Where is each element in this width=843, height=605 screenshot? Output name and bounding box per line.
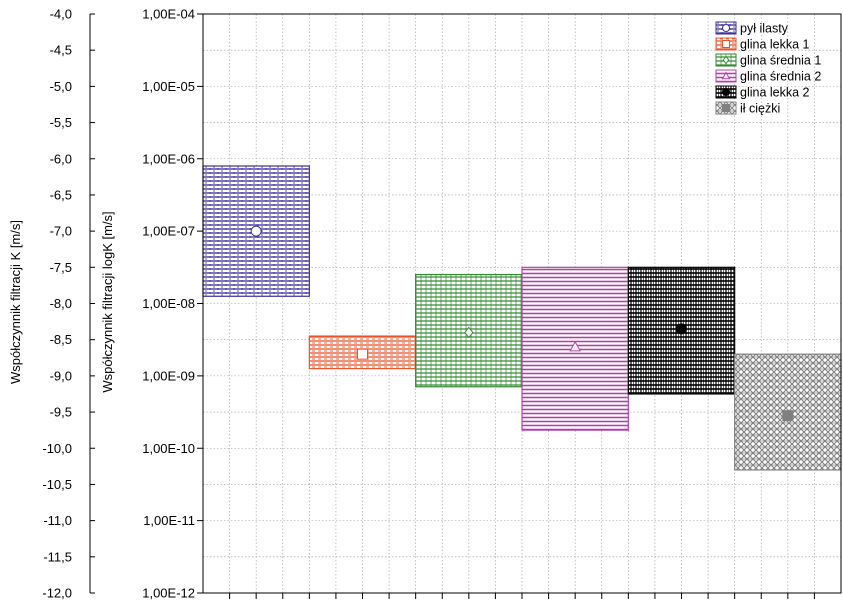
right-axis: 1,00E-04 1,00E-05 1,00E-06 1,00E-07 1,00E-08… (142, 7, 203, 601)
left-tick-label: -5,5 (50, 115, 72, 130)
left-tick-label: -9,5 (50, 405, 72, 420)
legend-label: ił ciężki (740, 102, 780, 116)
right-tick-label: 1,00E-05 (142, 79, 195, 94)
range-bars (202, 165, 842, 471)
legend: pył ilasty glina lekka 1 glina średnia 1 gl… (715, 21, 821, 116)
left-tick-label: -7,5 (50, 260, 72, 275)
right-tick-label: 1,00E-08 (142, 296, 195, 311)
legend-item-3: glina średnia 1 (715, 53, 821, 68)
legend-marker (721, 71, 731, 80)
left-tick-label: -12,0 (42, 586, 72, 601)
left-tick-label: -10,0 (42, 441, 72, 456)
left-tick-label: -6,5 (50, 187, 72, 202)
legend-label: glina średnia 2 (740, 70, 821, 84)
legend-marker (722, 55, 730, 65)
y-right-axis-title: Współczynnik filtracji logK [m/s] (100, 211, 115, 392)
legend-item-5: glina lekka 2 (715, 85, 810, 100)
x-axis-ticks (229, 593, 815, 599)
right-tick-label: 1,00E-06 (142, 151, 195, 166)
legend-marker (722, 24, 730, 32)
median-marker-6 (782, 410, 794, 422)
legend-marker (722, 88, 730, 96)
right-tick-label: 1,00E-07 (142, 224, 195, 239)
legend-marker (722, 104, 730, 112)
legend-label: glina średnia 1 (740, 54, 821, 68)
right-tick-label: 1,00E-10 (142, 441, 195, 456)
legend-label: glina lekka 2 (740, 86, 810, 100)
median-marker-4 (569, 340, 582, 352)
legend-item-2: glina lekka 1 (715, 37, 810, 52)
median-markers (250, 225, 794, 422)
legend-item-1: pył ilasty (715, 21, 789, 36)
right-tick-label: 1,00E-04 (142, 7, 195, 22)
left-tick-label: -4,5 (50, 43, 72, 58)
median-marker-5 (676, 323, 687, 335)
left-tick-label: -9,0 (50, 368, 72, 383)
legend-label: glina lekka 1 (740, 38, 810, 52)
legend-marker (722, 40, 730, 48)
left-tick-label: -11,5 (43, 549, 72, 564)
left-tick-label: -8,5 (50, 332, 72, 347)
left-tick-label: -10,5 (42, 477, 72, 492)
legend-item-4: glina średnia 2 (715, 69, 821, 84)
right-tick-label: 1,00E-11 (143, 513, 195, 528)
median-marker-2 (357, 348, 368, 360)
legend-label: pył ilasty (740, 22, 789, 36)
left-tick-label: -4,0 (50, 7, 72, 22)
left-tick-label: -5,0 (50, 79, 72, 94)
left-tick-label: -6,0 (50, 151, 72, 166)
median-marker-1 (250, 225, 262, 237)
y-left-axis-title: Współczynnik filtracji K [m/s] (8, 220, 23, 384)
left-tick-label: -7,0 (50, 224, 72, 239)
right-tick-label: 1,00E-12 (142, 586, 195, 601)
left-axis: -4,0 -4,5 -5,0 -5,5 -6,0 -6,5 -7,0 -7,5 -8,0 -8,5… (42, 7, 95, 601)
left-tick-label: -8,0 (50, 296, 72, 311)
right-tick-label: 1,00E-09 (142, 368, 195, 383)
left-tick-label: -11,0 (43, 513, 72, 528)
legend-item-6: ił ciężki (715, 101, 780, 116)
median-marker-3 (464, 326, 474, 339)
